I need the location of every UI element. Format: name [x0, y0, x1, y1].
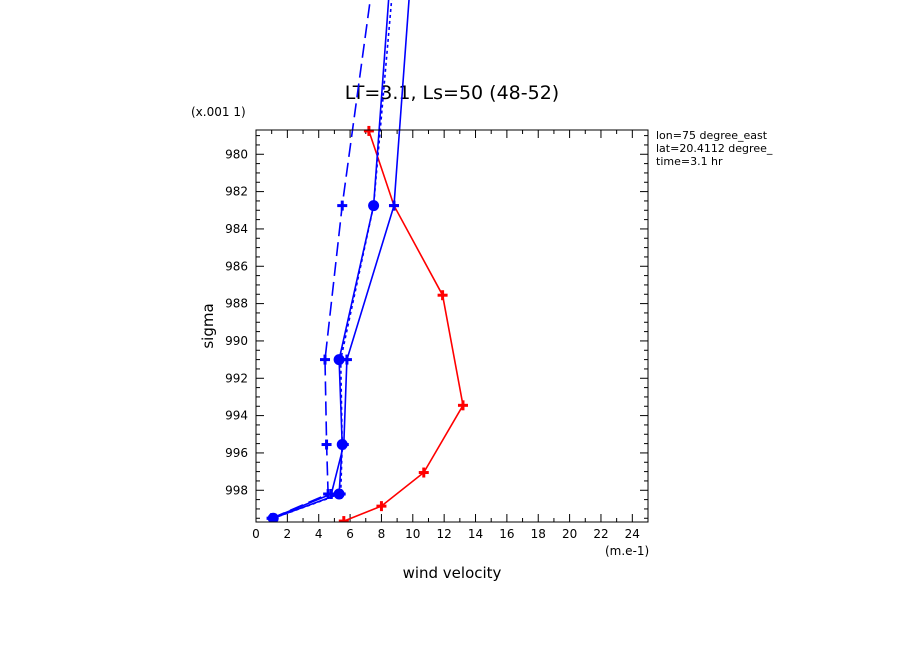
y-axis-label: sigma	[199, 303, 217, 348]
x-tick-label: 4	[315, 527, 323, 541]
x-tick-label: 20	[562, 527, 577, 541]
annotation-time: time=3.1 hr	[656, 155, 723, 168]
series-1-point	[376, 501, 387, 512]
plot-area	[266, 0, 468, 522]
x-tick-label: 24	[625, 527, 640, 541]
series-5-point	[333, 488, 345, 500]
x-tick-label: 18	[531, 527, 546, 541]
y-tick-label: 982	[225, 185, 248, 199]
y-tick-label: 990	[225, 334, 248, 348]
x-tick-label: 16	[499, 527, 514, 541]
series-line-3	[271, 0, 372, 520]
series-5-point	[368, 200, 380, 212]
y-tick-label: 980	[225, 147, 248, 161]
x-tick-label: 12	[437, 527, 452, 541]
series-3-point	[321, 439, 332, 450]
series-1-point	[457, 400, 468, 411]
axis-ticks: 0 2 4 6 8 10 12 14 16 18 20 22 249809829849869889909…	[225, 130, 649, 541]
series-line-1	[343, 130, 464, 522]
series-1-point	[418, 467, 429, 478]
series-5-point	[267, 512, 279, 522]
x-tick-label: 8	[378, 527, 386, 541]
x-tick-label: 22	[593, 527, 608, 541]
series-1-point	[338, 516, 349, 522]
series-3-point	[337, 200, 348, 211]
x-tick-label: 0	[252, 527, 260, 541]
x-tick-label: 2	[284, 527, 292, 541]
series-1-point	[437, 290, 448, 301]
x-unit-label: (m.e-1)	[605, 544, 649, 558]
y-tick-label: 988	[225, 297, 248, 311]
series-line-5	[272, 0, 390, 520]
chart-title: LT=3.1, Ls=50 (48-52)	[345, 82, 559, 104]
series-line-2	[271, 0, 410, 520]
x-tick-label: 6	[346, 527, 354, 541]
x-tick-label: 14	[468, 527, 483, 541]
x-tick-label: 10	[405, 527, 420, 541]
y-unit-label: (x.001 1)	[191, 105, 246, 119]
annotation-lon: lon=75 degree_east	[656, 129, 768, 142]
y-tick-label: 998	[225, 483, 248, 497]
y-tick-label: 994	[225, 409, 248, 423]
x-axis-label: wind velocity	[403, 564, 502, 582]
series-3-point	[319, 354, 330, 365]
plot-frame	[255, 129, 649, 523]
y-tick-label: 996	[225, 446, 248, 460]
y-tick-label: 984	[225, 222, 248, 236]
y-tick-label: 992	[225, 371, 248, 385]
series-1-point	[363, 125, 374, 136]
series-2-point	[388, 200, 399, 211]
series-5-point	[336, 439, 348, 451]
series-5-point	[333, 354, 345, 366]
annotation-lat: lat=20.4112 degree_	[656, 142, 773, 155]
y-tick-label: 986	[225, 259, 248, 273]
